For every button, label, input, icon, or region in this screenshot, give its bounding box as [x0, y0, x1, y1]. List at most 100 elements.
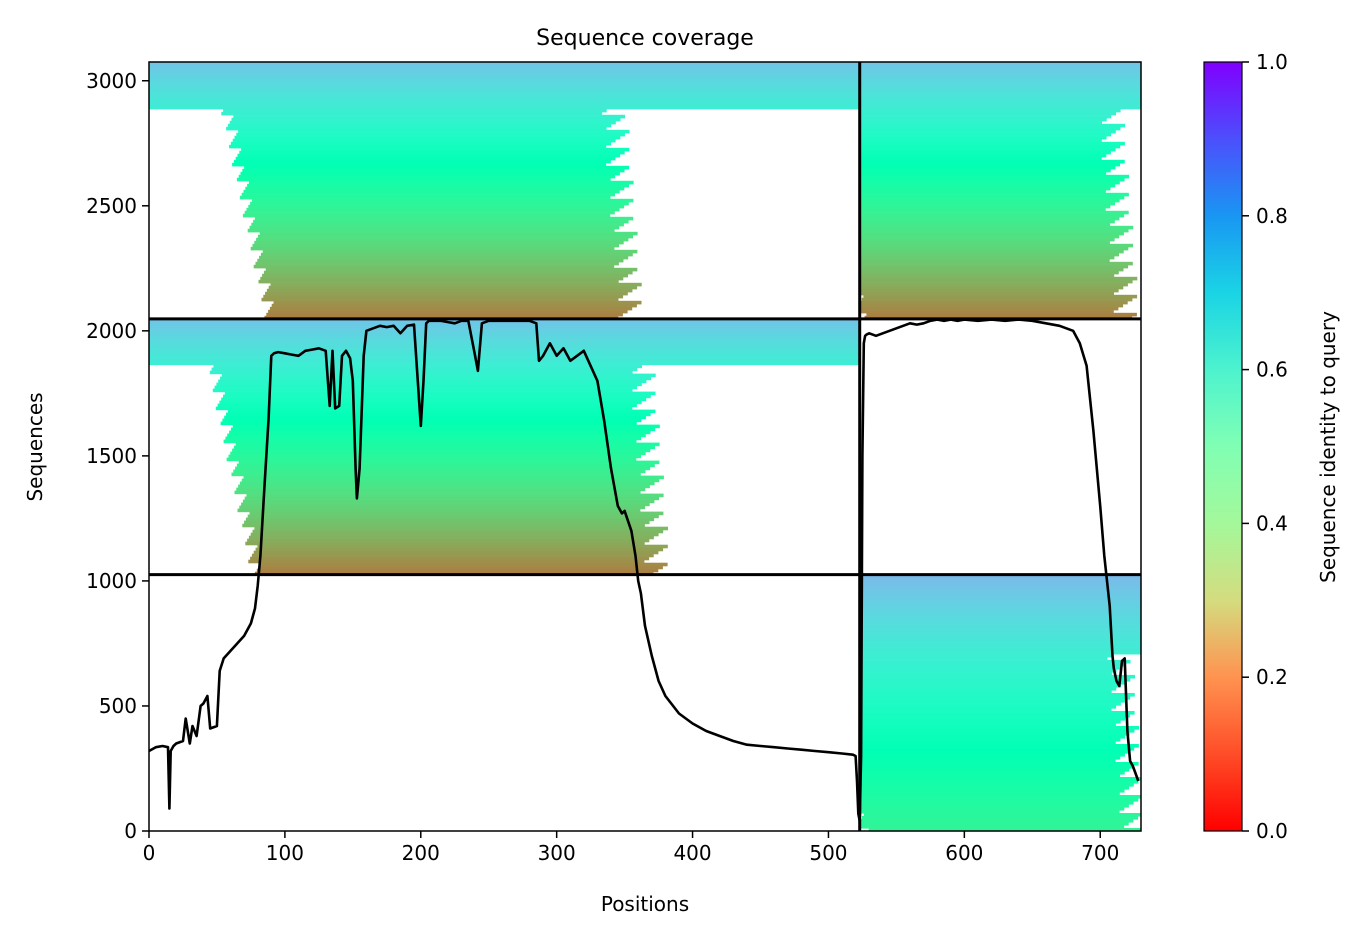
msa-row-band	[213, 364, 642, 369]
msa-row-band	[236, 463, 655, 468]
x-tick-label: 400	[673, 841, 711, 865]
msa-row-band	[246, 493, 664, 498]
msa-row-band	[859, 62, 1141, 65]
msa-row-band	[859, 90, 1141, 95]
msa-row-band	[229, 430, 651, 435]
msa-row-band	[256, 568, 659, 573]
msa-row-band	[254, 526, 668, 531]
msa-row-band	[859, 656, 1108, 661]
msa-row-band	[250, 556, 650, 561]
msa-row-band	[221, 373, 656, 378]
msa-row-band	[859, 735, 1126, 739]
msa-row-band	[859, 699, 1126, 703]
msa-row-band	[149, 337, 860, 342]
msa-row-band	[265, 291, 628, 296]
msa-row-band	[247, 514, 659, 519]
msa-row-band	[859, 729, 1135, 733]
msa-row-band	[239, 505, 646, 510]
msa-row-band	[237, 153, 621, 158]
msa-row-band	[859, 273, 1115, 278]
msa-row-band	[859, 626, 1141, 631]
msa-row-band	[860, 795, 1141, 799]
colorbar-tick-label: 0.0	[1256, 819, 1288, 843]
msa-row-band	[859, 174, 1130, 179]
msa-row-band	[268, 309, 628, 314]
msa-row-band	[245, 186, 625, 191]
msa-row-band	[859, 581, 1141, 586]
msa-row-band	[235, 442, 660, 447]
plot-frame	[148, 61, 1142, 832]
msa-row-band	[859, 786, 1130, 790]
msa-row-band	[149, 334, 860, 339]
msa-row-band	[253, 219, 629, 224]
msa-row-band	[859, 690, 1112, 694]
msa-row-band	[149, 87, 860, 92]
msa-row-band	[241, 502, 650, 507]
msa-row-band	[149, 361, 860, 366]
msa-row-band	[859, 792, 1120, 796]
msa-row-band	[209, 370, 633, 375]
msa-row-band	[859, 99, 1141, 104]
msa-row-band	[149, 69, 860, 74]
msa-row-band	[149, 328, 860, 333]
msa-row-band	[243, 475, 664, 480]
msa-row-band	[859, 741, 1116, 745]
msa-row-band	[859, 605, 1141, 610]
msa-row-band	[235, 466, 651, 471]
msa-row-band	[863, 294, 1138, 299]
msa-row-band	[239, 195, 611, 200]
msa-row-band	[859, 282, 1128, 287]
msa-row-band	[859, 183, 1116, 188]
chart-title: Sequence coverage	[536, 26, 754, 51]
x-tick-label: 0	[143, 841, 156, 865]
msa-row-band	[226, 457, 637, 462]
msa-row-band	[266, 288, 633, 293]
msa-row-band	[859, 129, 1116, 134]
msa-row-band	[241, 147, 630, 152]
msa-row-band	[260, 276, 624, 281]
msa-row-band	[860, 276, 1138, 281]
msa-row-band	[863, 813, 1141, 817]
msa-row-band	[859, 650, 1141, 655]
msa-row-band	[859, 765, 1134, 769]
msa-row-band	[224, 391, 656, 396]
msa-row-band	[149, 105, 860, 110]
msa-row-band	[859, 147, 1116, 152]
msa-row-band	[242, 499, 655, 504]
msa-row-band	[859, 723, 1116, 727]
msa-row-band	[862, 816, 1138, 820]
msa-row-band	[859, 753, 1125, 757]
x-tick-label: 300	[538, 841, 576, 865]
msa-row-band	[859, 78, 1141, 83]
msa-row-band	[859, 213, 1125, 218]
msa-row-band	[232, 138, 616, 143]
msa-row-band	[859, 647, 1141, 652]
msa-row-band	[859, 641, 1141, 646]
msa-row-band	[242, 213, 611, 218]
colorbar-tick-label: 1.0	[1256, 50, 1288, 74]
x-axis-ticks: 0 100 200 300 400 500 600 700	[143, 831, 1119, 865]
msa-row-band	[223, 439, 637, 444]
colorbar	[1203, 61, 1243, 832]
msa-row-band	[859, 774, 1120, 778]
msa-row-band	[859, 705, 1117, 709]
msa-row-band	[859, 804, 1129, 808]
msa-row-band	[859, 762, 1139, 766]
y-tick-label: 3000	[86, 69, 137, 93]
msa-row-band	[859, 117, 1107, 122]
msa-row-band	[223, 108, 607, 113]
msa-row-band	[866, 312, 1137, 317]
msa-row-band	[239, 481, 655, 486]
msa-row-band	[859, 180, 1120, 185]
y-axis-label: Sequences	[23, 392, 47, 501]
msa-row-band	[859, 81, 1141, 86]
msa-row-band	[859, 222, 1111, 227]
msa-row-band	[859, 264, 1129, 269]
msa-row-band	[260, 562, 668, 567]
msa-row-band	[227, 123, 612, 128]
msa-row-band	[859, 243, 1133, 248]
msa-row-band	[859, 738, 1121, 742]
msa-row-band	[257, 544, 668, 549]
msa-row-band	[232, 162, 607, 167]
msa-row-band	[253, 264, 615, 269]
